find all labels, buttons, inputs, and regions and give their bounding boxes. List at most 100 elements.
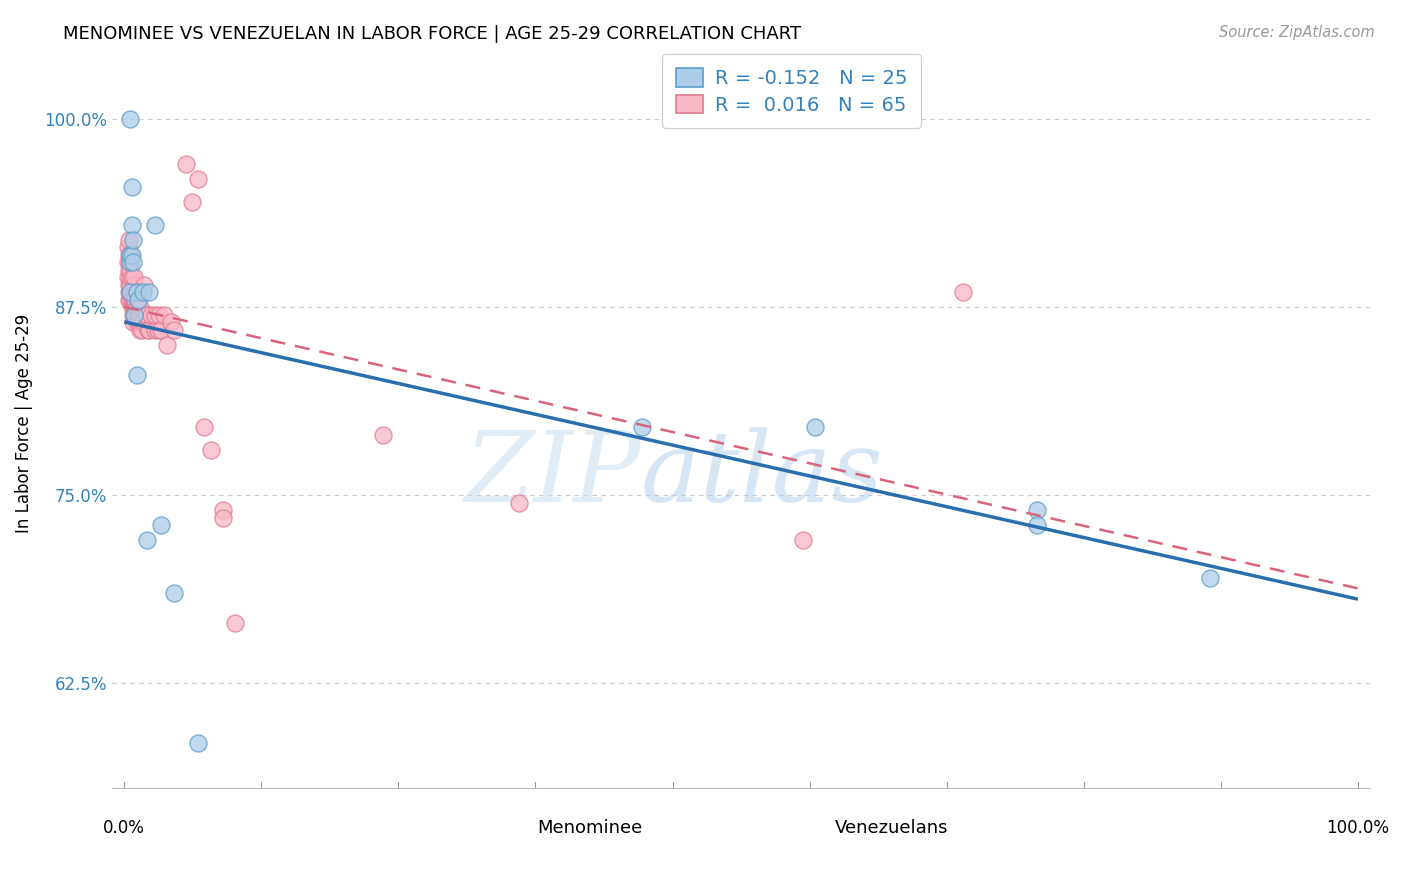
Point [118, 233, 141, 247]
Legend: R = -0.152   N = 25, R =  0.016   N = 65: R = -0.152 N = 25, R = 0.016 N = 65 [662, 54, 921, 128]
Text: MENOMINEE VS VENEZUELAN IN LABOR FORCE | AGE 25-29 CORRELATION CHART: MENOMINEE VS VENEZUELAN IN LABOR FORCE |… [63, 25, 801, 43]
Point [128, 308, 150, 322]
Point [792, 533, 814, 548]
Point [120, 262, 142, 277]
Point [1198, 571, 1220, 585]
Text: 100.0%: 100.0% [1326, 819, 1389, 837]
Point [138, 323, 160, 337]
Point [148, 308, 170, 322]
Text: Menominee: Menominee [537, 819, 643, 837]
Point [508, 496, 530, 510]
Point [163, 586, 186, 600]
Point [125, 368, 148, 382]
Point [129, 300, 152, 314]
Point [1026, 503, 1049, 517]
Point [120, 112, 142, 127]
Point [128, 315, 150, 329]
Point [121, 247, 143, 261]
Point [118, 293, 141, 307]
Point [122, 308, 145, 322]
Point [122, 315, 145, 329]
Text: Venezuelans: Venezuelans [835, 819, 949, 837]
Point [135, 308, 157, 322]
Text: ZIP: ZIP [464, 427, 640, 523]
Point [132, 285, 155, 300]
Point [143, 323, 166, 337]
Point [122, 293, 145, 307]
Point [117, 240, 139, 254]
Point [212, 510, 235, 524]
Point [120, 247, 142, 261]
Point [122, 270, 145, 285]
Point [125, 300, 148, 314]
Point [122, 293, 145, 307]
Point [143, 308, 166, 322]
Point [124, 293, 146, 307]
Point [125, 285, 148, 300]
Point [121, 180, 143, 194]
Point [120, 285, 142, 300]
Text: 0.0%: 0.0% [104, 819, 145, 837]
Point [121, 300, 143, 314]
Point [174, 157, 197, 171]
Point [136, 323, 159, 337]
Point [120, 277, 142, 292]
Point [132, 315, 155, 329]
Text: Source: ZipAtlas.com: Source: ZipAtlas.com [1219, 25, 1375, 40]
Point [156, 338, 179, 352]
Point [152, 308, 174, 322]
Point [131, 323, 153, 337]
Point [952, 285, 974, 300]
Point [631, 420, 654, 434]
Point [181, 194, 204, 209]
Point [122, 233, 145, 247]
Point [120, 293, 142, 307]
Point [122, 255, 145, 269]
Point [146, 323, 169, 337]
Point [125, 285, 148, 300]
Point [224, 615, 246, 630]
Point [120, 255, 142, 269]
Point [117, 270, 139, 285]
Point [141, 308, 163, 322]
Point [127, 293, 149, 307]
Text: atlas: atlas [640, 427, 883, 523]
Point [118, 277, 141, 292]
Point [122, 300, 145, 314]
Point [118, 247, 141, 261]
Point [118, 262, 141, 277]
Point [193, 420, 215, 434]
Point [138, 285, 160, 300]
Point [150, 518, 173, 533]
Point [121, 293, 143, 307]
Point [124, 300, 146, 314]
Point [122, 277, 145, 292]
Point [121, 270, 143, 285]
Point [200, 443, 222, 458]
Point [804, 420, 827, 434]
Point [117, 255, 139, 269]
Point [150, 323, 173, 337]
Point [118, 285, 141, 300]
Point [160, 315, 183, 329]
Y-axis label: In Labor Force | Age 25-29: In Labor Force | Age 25-29 [15, 314, 32, 533]
Point [120, 247, 142, 261]
Point [143, 218, 166, 232]
Point [135, 533, 157, 548]
Point [187, 736, 209, 750]
Point [125, 315, 148, 329]
Point [122, 308, 145, 322]
Point [373, 428, 395, 442]
Point [1026, 518, 1049, 533]
Point [124, 308, 146, 322]
Point [120, 285, 142, 300]
Point [129, 323, 152, 337]
Point [120, 255, 142, 269]
Point [121, 218, 143, 232]
Point [212, 503, 235, 517]
Point [163, 323, 186, 337]
Point [134, 308, 156, 322]
Point [187, 172, 209, 186]
Point [132, 277, 155, 292]
Point [120, 270, 142, 285]
